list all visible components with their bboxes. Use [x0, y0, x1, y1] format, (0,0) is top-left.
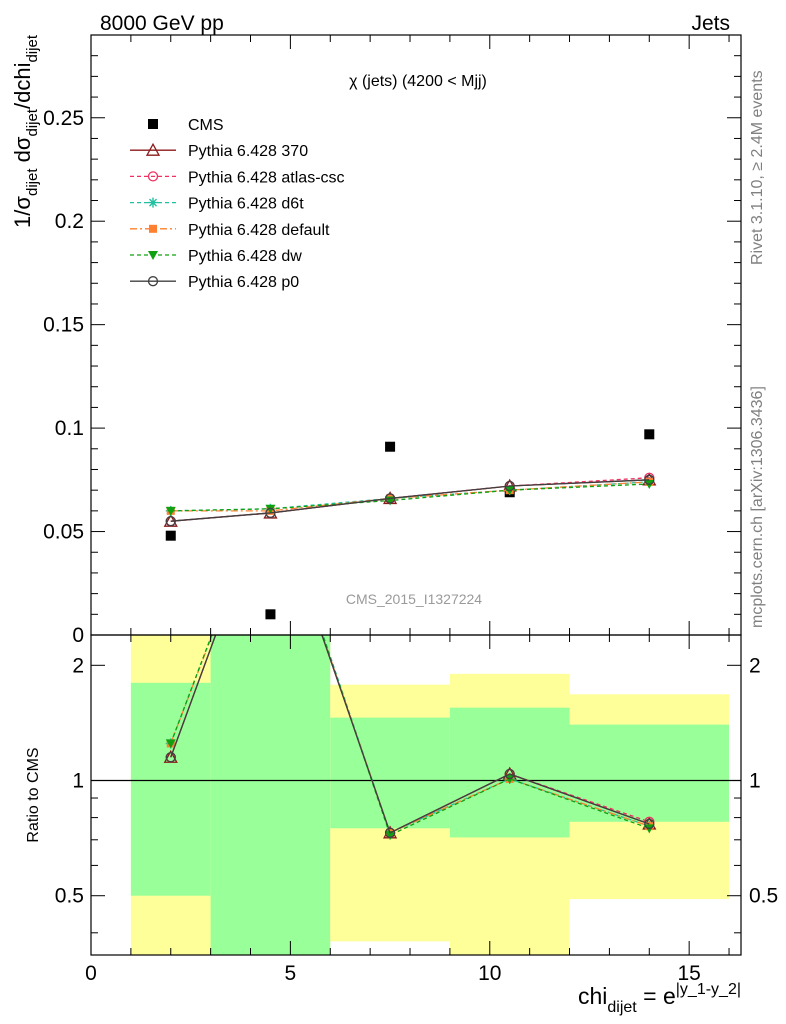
x-tick-label-5: 5	[285, 962, 297, 985]
ratio-frame	[90, 634, 742, 956]
ratio-point-5-2	[384, 827, 396, 838]
main-line-6	[170, 479, 650, 522]
legend-item-4: Pythia 6.428 default	[130, 222, 330, 239]
ratio-point-4-2	[385, 831, 396, 841]
main-point-5-1	[265, 504, 276, 514]
legend-marker-4	[149, 224, 157, 233]
y-tick-label-main-0.15: 0.15	[43, 314, 84, 337]
legend-item-5: Pythia 6.428 dw	[130, 248, 302, 265]
band-inner-3	[449, 707, 570, 838]
legend-label-6: Pythia 6.428 p0	[188, 274, 299, 291]
legend-item-0: CMS	[148, 117, 224, 134]
legend-label-0: CMS	[188, 117, 224, 134]
ratio-point-5-3	[504, 768, 515, 780]
legend-item-3: Pythia 6.428 d6t	[130, 196, 304, 213]
legend: CMS Pythia 6.428 370 Pythia 6.428 atlas-cs…	[130, 117, 345, 291]
y-tick-label-ratio-1: 1	[72, 770, 84, 793]
header-right: Jets	[691, 12, 730, 35]
main-point-5-0	[165, 506, 176, 516]
ratio-point-4-3	[504, 774, 515, 784]
ratio-point-5-0	[165, 752, 176, 763]
ratio-point-4-0	[165, 739, 176, 749]
legend-label-5: Pythia 6.428 dw	[188, 248, 302, 265]
y-tick-label-main-0.2: 0.2	[55, 210, 84, 233]
band-inner-0	[130, 682, 211, 896]
legend-label-2: Pythia 6.428 atlas-csc	[188, 169, 345, 186]
legend-marker-0	[148, 119, 158, 129]
svg-text:1/σdijet dσdijet/dchidijet: 1/σdijet dσdijet/dchidijet	[10, 34, 41, 228]
side-source: mcplots.cern.ch [arXiv:1306.3436]	[749, 386, 766, 628]
legend-item-1: Pythia 6.428 370	[130, 142, 308, 160]
cms-point-0	[165, 530, 176, 541]
main-point-6-0	[165, 516, 176, 527]
legend-marker-6	[147, 276, 159, 287]
cms-point-4	[644, 429, 655, 440]
side-events: Rivet 3.1.10, ≥ 2.4M events	[749, 70, 766, 265]
y-tick-label-ratio-right-0.5: 0.5	[749, 885, 778, 908]
legend-marker-3	[148, 197, 158, 208]
y-axis-label-ratio: Ratio to CMS	[25, 747, 42, 842]
legend-item-6: Pythia 6.428 p0	[130, 274, 299, 291]
y-tick-label-ratio-0.5: 0.5	[55, 885, 84, 908]
band-inner-1	[210, 635, 331, 955]
legend-label-1: Pythia 6.428 370	[188, 143, 308, 160]
y-tick-label-main-0.25: 0.25	[43, 107, 84, 130]
legend-marker-2	[147, 171, 159, 182]
ratio-uncertainty-bands	[91, 635, 741, 955]
x-tick-label-10: 10	[478, 962, 501, 985]
band-inner-4	[569, 724, 730, 822]
ratio-line-5	[170, 635, 650, 834]
x-tick-label-15: 15	[677, 962, 700, 985]
legend-label-3: Pythia 6.428 d6t	[188, 196, 304, 213]
cms-point-1	[265, 609, 276, 620]
axes-layer: 0 5 10 15 0 0.05 0.1 0.15 0.2 0.25 0.5 0.5 1 1 2 2	[43, 34, 778, 985]
svg-text:chidijet = e|y_1-y_2|: chidijet = e|y_1-y_2|	[578, 981, 741, 1016]
ratio-series-layer	[163, 635, 657, 841]
main-series-layer	[163, 429, 657, 620]
watermark: CMS_2015_I1327224	[346, 591, 482, 607]
header-left: 8000 GeV pp	[100, 12, 224, 35]
plot-title: χ (jets) (4200 < Mjj)	[349, 73, 487, 90]
main-line-4	[170, 481, 650, 512]
legend-item-2: Pythia 6.428 atlas-csc	[130, 169, 345, 186]
band-inner-2	[330, 717, 450, 829]
legend-marker-5	[148, 251, 158, 260]
main-point-6-3	[504, 480, 515, 492]
ratio-point-5-4	[644, 818, 655, 830]
cms-point-2	[385, 441, 396, 452]
y-tick-label-ratio-2: 2	[72, 654, 84, 677]
y-tick-label-main-0.1: 0.1	[55, 417, 84, 440]
x-axis-label: chidijet = e|y_1-y_2|	[578, 981, 741, 1016]
y-tick-label-ratio-right-1: 1	[749, 770, 761, 793]
y-tick-label-main-0: 0	[72, 624, 84, 647]
legend-label-4: Pythia 6.428 default	[188, 222, 330, 239]
main-point-6-4	[644, 474, 655, 485]
y-tick-label-main-0.05: 0.05	[43, 521, 84, 544]
main-point-6-1	[265, 507, 276, 519]
x-tick-label-0: 0	[85, 962, 97, 985]
main-point-6-2	[384, 493, 396, 504]
y-tick-label-ratio-right-2: 2	[749, 654, 761, 677]
legend-marker-1	[145, 142, 161, 156]
y-axis-label-main: 1/σdijet dσdijet/dchidijet	[10, 34, 41, 228]
